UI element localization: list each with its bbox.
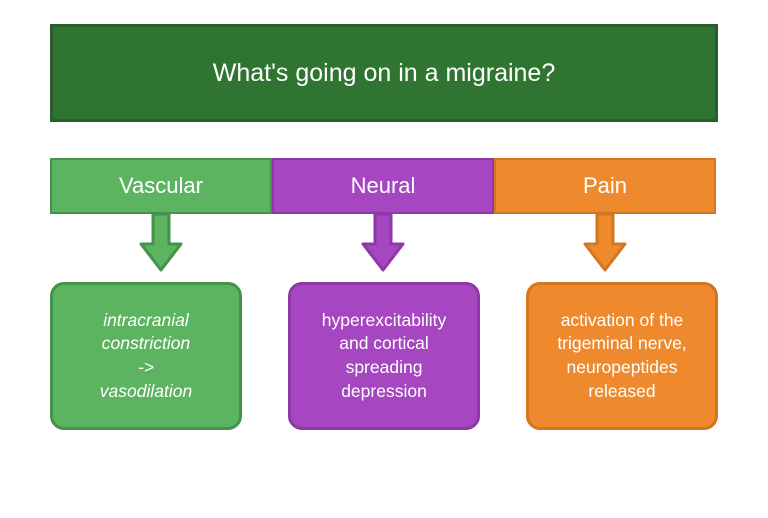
detail-pain: activation of the trigeminal nerve, neur…	[526, 282, 718, 430]
arrow-neural-wrap	[272, 214, 494, 276]
detail-vascular-text: intracranial constriction->vasodilation	[71, 309, 221, 404]
header-pain-label: Pain	[583, 173, 627, 199]
detail-row: intracranial constriction->vasodilation …	[50, 282, 718, 430]
arrow-vascular-wrap	[50, 214, 272, 276]
arrow-pain-wrap	[494, 214, 716, 276]
title-text: What's going on in a migraine?	[213, 59, 555, 88]
header-pain: Pain	[494, 158, 716, 214]
header-vascular: Vascular	[50, 158, 272, 214]
arrow-down-icon	[139, 214, 183, 272]
title-box: What's going on in a migraine?	[50, 24, 718, 122]
arrow-down-icon	[361, 214, 405, 272]
arrow-row	[50, 214, 718, 276]
detail-pain-text: activation of the trigeminal nerve, neur…	[547, 309, 697, 404]
detail-neural: hyperexcitability and cortical spreading…	[288, 282, 480, 430]
detail-neural-text: hyperexcitability and cortical spreading…	[309, 309, 459, 404]
arrow-down-icon	[583, 214, 627, 272]
header-vascular-label: Vascular	[119, 173, 203, 199]
header-row: Vascular Neural Pain	[50, 158, 718, 214]
detail-vascular: intracranial constriction->vasodilation	[50, 282, 242, 430]
header-neural: Neural	[272, 158, 494, 214]
header-neural-label: Neural	[351, 173, 416, 199]
